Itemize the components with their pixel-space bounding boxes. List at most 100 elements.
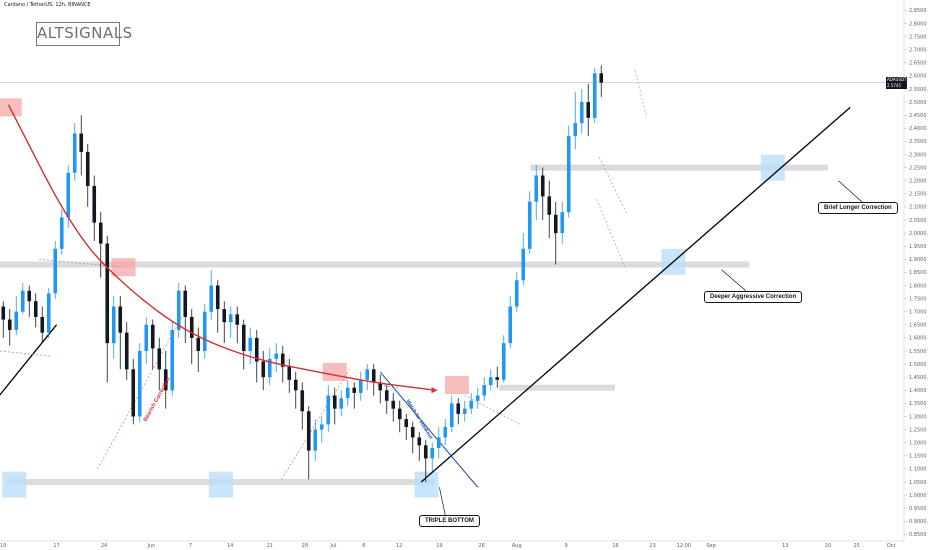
dashed-guide: [634, 70, 648, 118]
price-tag-symbol: ADAUSDT: [887, 77, 907, 82]
support-touch-zone: [2, 471, 27, 498]
dashed-guide: [596, 198, 627, 270]
candle-body: [553, 214, 558, 234]
candle-body: [202, 311, 207, 351]
price-tick-label: 1.1500: [909, 454, 927, 460]
candle-body: [436, 437, 441, 448]
candle-body: [33, 301, 38, 317]
candle-body: [397, 408, 402, 420]
candle-body: [358, 379, 363, 393]
candle-body: [293, 379, 298, 391]
candle-body: [118, 306, 123, 333]
support-touch-zone: [209, 471, 233, 498]
candle-body: [540, 175, 545, 197]
candle-body: [98, 222, 103, 244]
candle-body: [345, 387, 350, 399]
candle-body: [378, 382, 383, 391]
dashed-guide: [97, 316, 183, 470]
candle-body: [306, 411, 311, 451]
candle-body: [1, 306, 6, 320]
price-tick-label: 2.0500: [909, 218, 927, 224]
candle-body: [514, 280, 519, 307]
price-tick-label: 0.9000: [909, 519, 927, 525]
candle-body: [248, 337, 253, 351]
candle-body: [482, 385, 487, 396]
candle-body: [46, 293, 51, 333]
candle-body: [235, 314, 240, 325]
time-tick-label: Sep: [706, 543, 715, 549]
price-tick-label: 2.5000: [909, 100, 927, 106]
resistance-curve: [7, 104, 436, 391]
time-axis: 10 17 24 Jun 7 14 21 28 Jul 6 12 19 26 Aug 9 16 23 12:00 S…: [0, 540, 904, 549]
price-tick-label: 2.2500: [909, 165, 927, 171]
brief-correction-label[interactable]: Brief Longer Correction: [818, 202, 898, 214]
time-tick-label: 12: [396, 543, 402, 549]
descending-breakout-line: [379, 371, 479, 488]
price-tick-label: 2.6000: [909, 74, 927, 80]
candle-body: [66, 172, 71, 218]
price-tick-label: 1.5500: [909, 349, 927, 355]
candle-body: [521, 248, 526, 281]
support-band: [499, 384, 615, 391]
candle-body: [137, 351, 142, 417]
price-axis: 2.8500 2.8000 2.7500 2.7000 2.6500 2.6000 2.55…: [903, 0, 927, 541]
price-tick-label: 1.2000: [909, 441, 927, 447]
time-tick-label: Jul: [329, 543, 336, 549]
candle-body: [176, 290, 181, 331]
time-tick-label: Aug: [512, 543, 522, 549]
price-tick-label: 2.3500: [909, 139, 927, 145]
candle-body: [547, 196, 552, 215]
price-tick-label: 2.7000: [909, 48, 927, 54]
candle-body: [254, 337, 259, 362]
candle-body: [163, 369, 168, 391]
candle-body: [319, 424, 324, 430]
price-tick-label: 1.1000: [909, 467, 927, 473]
candle-body: [20, 290, 25, 312]
price-tick-label: 1.7500: [909, 296, 927, 302]
candle-body: [40, 316, 45, 333]
time-tick-label: 25: [854, 543, 860, 549]
candle-body: [27, 290, 32, 302]
candle-body: [79, 133, 84, 152]
price-tick-label: 1.6500: [909, 323, 927, 329]
candle-body: [124, 332, 129, 370]
price-tick-label: 2.0000: [909, 231, 927, 237]
candle-body: [410, 426, 415, 438]
time-tick-label: 24: [101, 543, 107, 549]
candle-body: [586, 102, 591, 118]
candle-body: [228, 314, 233, 323]
time-tick-label: 12:00: [677, 543, 691, 549]
candle-body: [14, 311, 19, 331]
triple-bottom-leader: [439, 487, 446, 516]
time-tick-label: 21: [267, 543, 273, 549]
price-tick-label: 2.1500: [909, 192, 927, 198]
price-tick-label: 2.8000: [909, 21, 927, 27]
candle-body: [423, 445, 428, 459]
triple-bottom-label[interactable]: TRIPLE BOTTOM: [419, 515, 480, 527]
price-tick-label: 2.3000: [909, 152, 927, 158]
candle-body: [488, 377, 493, 386]
candle-body: [111, 306, 116, 344]
candle-body: [592, 73, 597, 118]
price-tick-label: 0.9500: [909, 506, 927, 512]
price-tick-label: 1.7000: [909, 310, 927, 316]
altsignals-logo: ALTSIGNALS: [36, 22, 132, 46]
support-touch-zone: [414, 471, 439, 498]
candle-body: [241, 324, 246, 351]
deeper-correction-label[interactable]: Deeper Aggressive Correction: [704, 291, 803, 303]
candle-body: [261, 361, 266, 378]
trendlines: [0, 106, 851, 483]
candle-body: [475, 395, 480, 401]
candlestick-series: [1, 65, 604, 482]
time-tick-label: 10: [0, 543, 6, 549]
time-tick-label: 9: [565, 543, 568, 549]
candle-body: [534, 175, 539, 202]
candle-body: [53, 248, 58, 294]
time-tick-label: Jun: [147, 543, 156, 549]
candle-body: [560, 212, 565, 234]
candle-body: [274, 353, 279, 359]
time-tick-label: 6: [362, 543, 365, 549]
candle-body: [417, 437, 422, 446]
candle-body: [85, 151, 90, 186]
